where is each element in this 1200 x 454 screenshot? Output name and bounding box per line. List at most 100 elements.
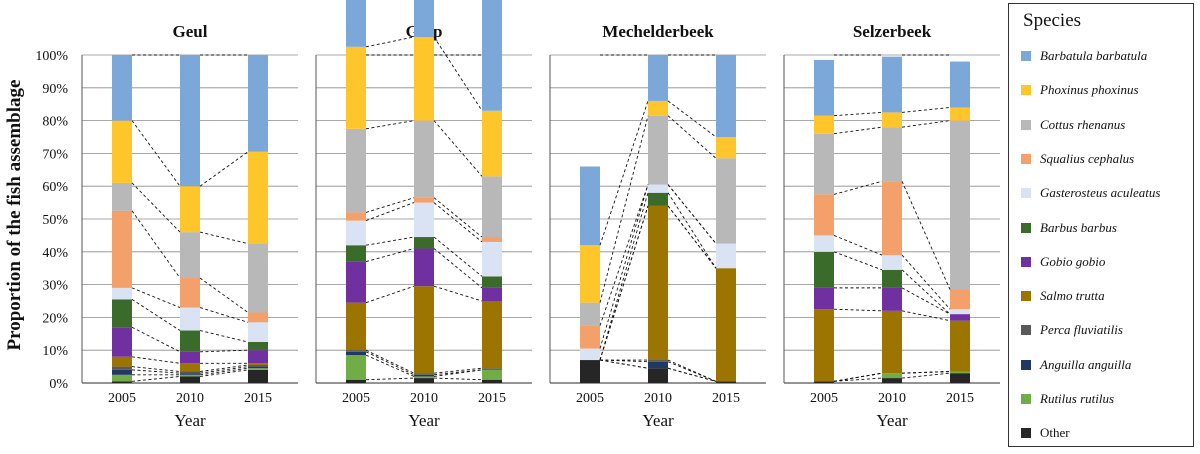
x-tick-label: 2005: [342, 391, 370, 406]
legend-swatch: [1021, 119, 1031, 130]
connector-line: [433, 236, 483, 277]
bar-segment: [180, 374, 200, 377]
bar-segment: [882, 269, 902, 288]
bar-segment: [950, 320, 970, 372]
legend-swatch: [1021, 188, 1031, 199]
legend-swatch: [1021, 85, 1031, 96]
legend-swatch: [1021, 428, 1031, 439]
connector-line: [901, 120, 951, 128]
legend-label: Other: [1040, 425, 1070, 441]
legend-swatch: [1021, 325, 1031, 336]
legend: Species Barbatula barbatula Phoxinus phox…: [1008, 3, 1194, 447]
legend-item: Rutilus rutilus: [1021, 391, 1114, 407]
connector-line: [833, 251, 883, 271]
bar-segment: [248, 366, 268, 369]
bar-segment: [180, 376, 200, 383]
connector-line: [667, 115, 717, 159]
panel-title: Geul: [173, 22, 208, 41]
connector-line: [901, 371, 951, 374]
legend-item: Phoxinus phoxinus: [1021, 82, 1139, 98]
bar-segment: [180, 363, 200, 372]
connector-line: [901, 287, 951, 315]
legend-item: Perca fluviatilis: [1021, 322, 1123, 338]
connector-line: [365, 197, 415, 213]
x-axis-title: Year: [408, 411, 440, 430]
x-tick-label: 2015: [946, 391, 974, 406]
bar-segment: [112, 210, 132, 288]
connector-line: [833, 377, 883, 382]
x-axis-title: Year: [174, 411, 206, 430]
connector-line: [901, 107, 951, 113]
bar-segment: [580, 360, 600, 383]
connector-line: [599, 205, 649, 361]
panel-title: Selzerbeek: [853, 22, 932, 41]
bar-segment: [814, 287, 834, 310]
legend-item: Gasterosteus aculeatus: [1021, 185, 1160, 201]
bar-segment: [346, 220, 366, 246]
legend-swatch: [1021, 359, 1031, 370]
bar-segment: [716, 158, 736, 244]
bar-segment: [882, 112, 902, 128]
bar-segment: [248, 368, 268, 370]
connector-line: [667, 100, 717, 138]
bar-segment: [112, 369, 132, 375]
connector-line: [199, 364, 249, 372]
bar-segment: [414, 248, 434, 287]
legend-label: Cottus rhenanus: [1040, 116, 1126, 132]
connector-line: [599, 184, 649, 349]
bar-segment: [346, 212, 366, 221]
bar-segment: [716, 268, 736, 382]
x-tick-label: 2010: [644, 391, 672, 406]
bar-segment: [882, 378, 902, 383]
bar-segment: [648, 100, 668, 116]
y-tick-label: 40%: [42, 246, 68, 261]
bar-segment: [346, 355, 366, 380]
bar-segment: [882, 181, 902, 256]
legend-item: Barbus barbus: [1021, 220, 1117, 236]
bar-segment: [482, 368, 502, 370]
bar-segment: [882, 373, 902, 379]
connector-line: [901, 310, 951, 322]
bar-segment: [482, 379, 502, 383]
bar-segment: [112, 366, 132, 370]
bar-segment: [950, 373, 970, 383]
legend-swatch: [1021, 394, 1031, 404]
legend-swatch: [1021, 222, 1031, 233]
connector-line: [131, 366, 181, 372]
connector-line: [667, 359, 717, 382]
legend-item: Salmo trutta: [1021, 288, 1105, 304]
y-tick-label: 80%: [42, 115, 68, 130]
connector-line: [365, 354, 415, 377]
x-tick-label: 2015: [478, 391, 506, 406]
connector-line: [599, 192, 649, 361]
connector-line: [199, 366, 249, 374]
x-tick-label: 2010: [878, 391, 906, 406]
connector-line: [901, 254, 951, 310]
connector-line: [667, 192, 717, 269]
bar-segment: [716, 137, 736, 159]
bar-segment: [414, 378, 434, 383]
connector-line: [365, 349, 415, 374]
bar-segment: [248, 55, 268, 152]
bar-segment: [112, 182, 132, 211]
legend-label: Barbus barbus: [1040, 219, 1117, 235]
x-tick-label: 2015: [244, 391, 272, 406]
connector-line: [433, 36, 483, 112]
connector-line: [433, 285, 483, 302]
connector-line: [901, 372, 951, 379]
bar-segment: [112, 356, 132, 367]
connector-line: [667, 184, 717, 244]
y-tick-label: 50%: [42, 213, 68, 228]
bar-segment: [180, 278, 200, 308]
bar-segment: [248, 350, 268, 364]
connector-line: [599, 115, 649, 303]
bar-segment: [414, 237, 434, 249]
connector-line: [131, 182, 181, 233]
connector-line: [131, 210, 181, 279]
connector-line: [199, 231, 249, 245]
connector-line: [199, 307, 249, 323]
connector-line: [199, 330, 249, 343]
bar-segment: [180, 307, 200, 331]
bar-segment: [112, 299, 132, 328]
